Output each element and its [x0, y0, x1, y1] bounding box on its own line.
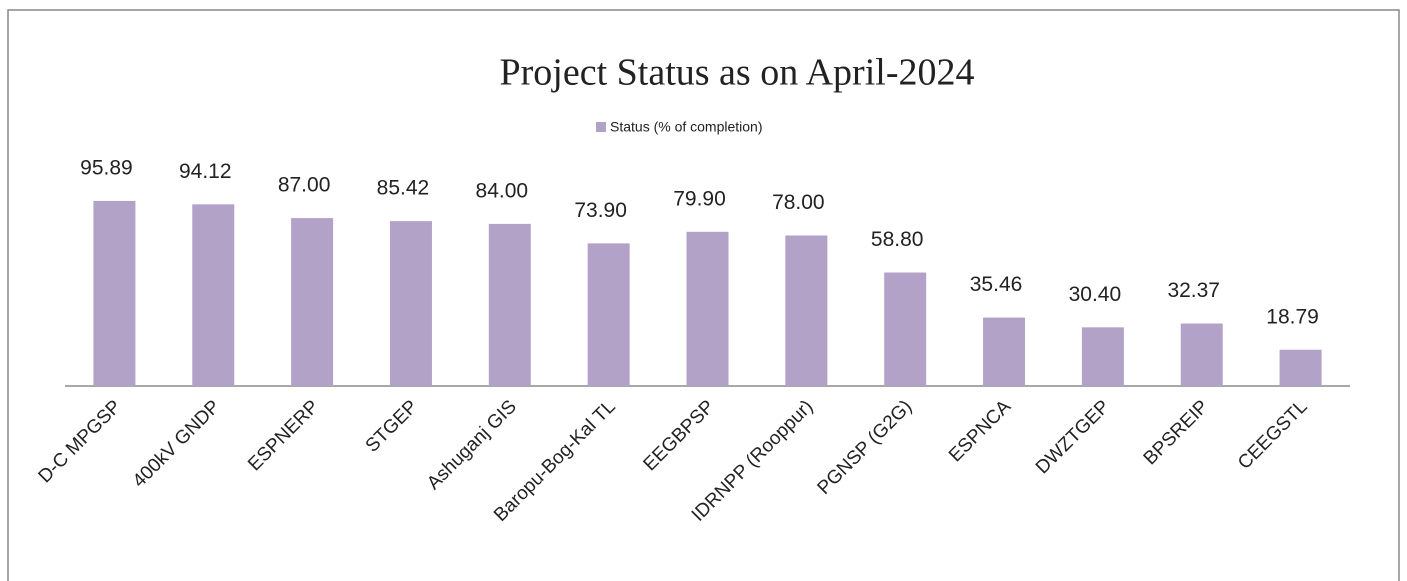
- value-label: 85.42: [377, 177, 430, 200]
- value-label: 94.12: [179, 160, 232, 183]
- value-label: 35.46: [970, 273, 1023, 296]
- bar: [389, 221, 432, 386]
- value-label: 79.90: [673, 187, 726, 210]
- value-label: 95.89: [80, 156, 133, 179]
- bar: [884, 272, 927, 386]
- value-label: 58.80: [871, 228, 924, 251]
- value-label: 30.40: [1069, 283, 1122, 306]
- bar: [686, 231, 729, 386]
- value-label: 78.00: [772, 191, 825, 214]
- bar: [291, 218, 334, 386]
- bar: [1279, 349, 1322, 386]
- bar: [488, 223, 531, 386]
- legend-label: Status (% of completion): [610, 119, 763, 135]
- value-label: 18.79: [1266, 305, 1319, 328]
- legend-swatch: [596, 122, 606, 132]
- bar: [1081, 327, 1124, 386]
- bar: [983, 317, 1026, 386]
- value-label: 87.00: [278, 174, 331, 197]
- chart-title: Project Status as on April-2024: [500, 52, 975, 94]
- bar: [192, 204, 235, 386]
- bar: [785, 235, 828, 386]
- bar: [587, 243, 630, 386]
- bar: [93, 200, 136, 386]
- value-label: 73.90: [574, 199, 627, 222]
- value-label: 84.00: [476, 179, 529, 202]
- value-label: 32.37: [1167, 279, 1220, 302]
- bar: [1180, 323, 1223, 386]
